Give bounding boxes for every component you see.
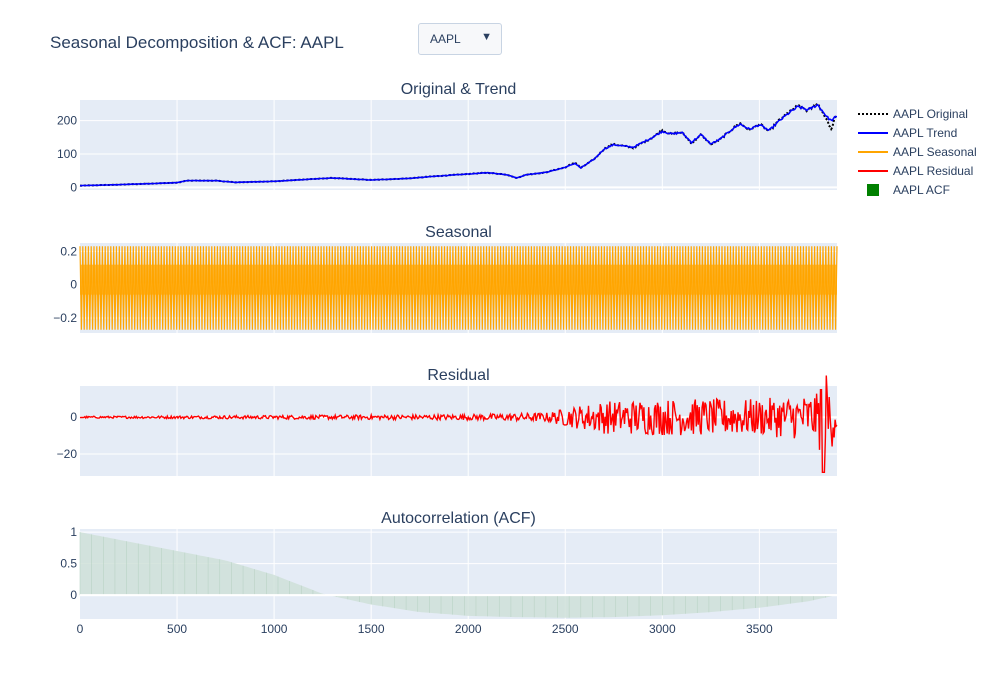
subplot-title: Residual xyxy=(427,367,489,384)
legend-item[interactable]: AAPL Original xyxy=(858,107,968,121)
x-tick-label: 3000 xyxy=(649,622,676,636)
seasonal-band xyxy=(80,264,837,295)
x-tick-label: 2500 xyxy=(552,622,579,636)
page-title: Seasonal Decomposition & ACF: AAPL xyxy=(50,33,344,52)
y-tick-label: 0.2 xyxy=(60,244,77,258)
x-tick-label: 500 xyxy=(167,622,187,636)
x-tick-label: 0 xyxy=(77,622,84,636)
seasonal-series-line xyxy=(79,246,838,330)
y-tick-label: 100 xyxy=(57,147,77,161)
subplot-title: Autocorrelation (ACF) xyxy=(381,510,536,527)
legend-item[interactable]: AAPL Residual xyxy=(858,164,973,178)
y-tick-label: 0 xyxy=(70,278,77,292)
y-tick-label: 1 xyxy=(70,525,77,539)
x-tick-label: 1000 xyxy=(261,622,288,636)
legend-label: AAPL Trend xyxy=(893,126,957,140)
legend-item[interactable]: AAPL Seasonal xyxy=(858,145,977,159)
legend-item[interactable]: AAPL Trend xyxy=(858,126,957,140)
y-tick-label: 0 xyxy=(70,588,77,602)
y-tick-label: 0 xyxy=(70,410,77,424)
chevron-down-icon: ▼ xyxy=(481,31,492,43)
legend-label: AAPL ACF xyxy=(893,183,950,197)
legend-item[interactable]: AAPL ACF xyxy=(867,183,950,197)
trend-series-line xyxy=(79,103,837,187)
acf-bars xyxy=(80,532,837,618)
y-tick-label: 200 xyxy=(57,114,77,128)
y-tick-label: 0 xyxy=(70,180,77,194)
legend-label: AAPL Residual xyxy=(893,164,973,178)
plot-area-3 xyxy=(80,386,837,476)
subplot-title: Original & Trend xyxy=(401,81,517,98)
plot-area-1 xyxy=(80,100,837,190)
y-tick-label: −20 xyxy=(57,447,78,461)
legend-symbol xyxy=(867,184,879,196)
x-tick-label: 3500 xyxy=(746,622,773,636)
residual-series-line xyxy=(79,375,838,473)
ticker-dropdown-value: AAPL xyxy=(430,32,461,46)
legend-label: AAPL Seasonal xyxy=(893,145,977,159)
y-tick-label: 0.5 xyxy=(60,557,77,571)
legend-label: AAPL Original xyxy=(893,107,968,121)
subplot-title: Seasonal xyxy=(425,224,492,241)
x-tick-label: 1500 xyxy=(358,622,385,636)
ticker-dropdown[interactable]: AAPL ▼ xyxy=(418,23,502,55)
x-tick-label: 2000 xyxy=(455,622,482,636)
y-tick-label: −0.2 xyxy=(53,311,77,325)
